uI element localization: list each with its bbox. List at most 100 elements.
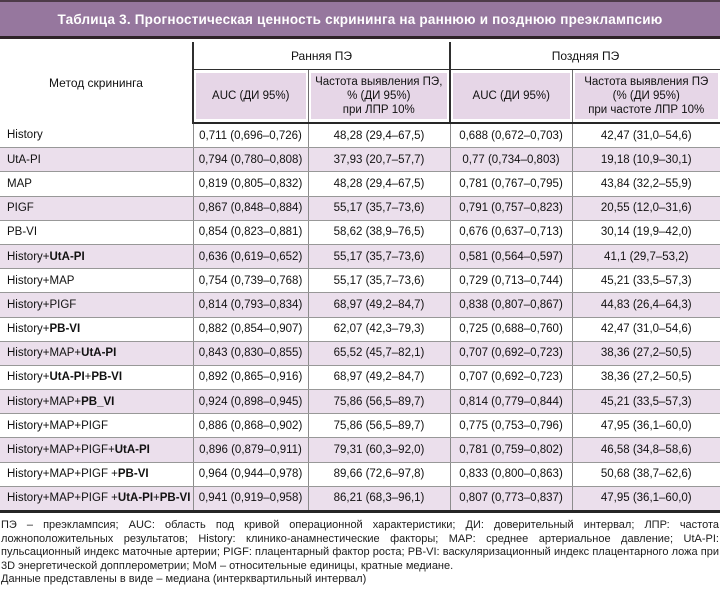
value-cell: 45,21 (33,5–57,3) — [571, 268, 720, 294]
value-cell: 48,28 (29,4–67,5) — [307, 123, 450, 149]
value-cell: 30,14 (19,9–42,0) — [571, 220, 720, 245]
value-cell: 0,886 (0,868–0,902) — [192, 413, 308, 439]
value-cell: 0,814 (0,793–0,834) — [192, 292, 308, 318]
value-cell: 62,07 (42,3–79,3) — [307, 317, 450, 342]
method-cell: PIGF — [0, 196, 193, 221]
value-cell: 0,688 (0,672–0,703) — [449, 123, 572, 149]
method-cell: PB-VI — [0, 220, 193, 245]
method-cell: History+MAP+PIGF+UtA-PI — [0, 437, 193, 463]
value-cell: 20,55 (12,0–31,6) — [571, 196, 720, 221]
value-cell: 0,676 (0,637–0,713) — [449, 220, 572, 245]
value-cell: 75,86 (56,5–89,7) — [307, 389, 450, 415]
value-cell: 0,924 (0,898–0,945) — [192, 389, 308, 415]
value-cell: 0,781 (0,767–0,795) — [449, 171, 572, 197]
value-cell: 0,711 (0,696–0,726) — [192, 123, 308, 149]
column-group-early-pe: Ранняя ПЭ — [193, 42, 450, 70]
value-cell: 0,775 (0,753–0,796) — [449, 413, 572, 439]
value-cell: 0,794 (0,780–0,808) — [192, 147, 308, 173]
table-row: History+MAP+UtA-PI 0,843 (0,830–0,855) 65,… — [0, 341, 720, 366]
footnote-abbreviations: ПЭ – преэклампсия; AUC: область под крив… — [1, 519, 719, 572]
table-row: History+UtA-PI 0,636 (0,619–0,652) 55,17 (… — [0, 244, 720, 270]
table-row: History+MAP+PIGF +PB-VI 0,964 (0,944–0,97… — [0, 462, 720, 487]
column-header-detection-early-cell: Частота выявления ПЭ, % (ДИ 95%) при ЛПР… — [307, 69, 450, 124]
table-row: History+PB-VI 0,882 (0,854–0,907) 62,07 (4… — [0, 317, 720, 342]
value-cell: 0,754 (0,739–0,768) — [192, 268, 308, 294]
value-cell: 0,941 (0,919–0,958) — [192, 486, 308, 514]
value-cell: 0,729 (0,713–0,744) — [449, 268, 572, 294]
value-cell: 42,47 (31,0–54,6) — [571, 123, 720, 149]
method-cell: UtA-PI — [0, 147, 193, 173]
table-title: Таблица 3. Прогностическая ценность скри… — [57, 11, 663, 27]
header-row-subcolumns: AUC (ДИ 95%) Частота выявления ПЭ, % (ДИ… — [0, 69, 720, 124]
value-cell: 0,819 (0,805–0,832) — [192, 171, 308, 197]
value-cell: 37,93 (20,7–57,7) — [307, 147, 450, 173]
table-row: PB-VI 0,854 (0,823–0,881) 58,62 (38,9–76,5… — [0, 220, 720, 245]
column-header-auc-late-cell: AUC (ДИ 95%) — [449, 69, 572, 124]
value-cell: 0,854 (0,823–0,881) — [192, 220, 308, 245]
value-cell: 58,62 (38,9–76,5) — [307, 220, 450, 245]
value-cell: 0,725 (0,688–0,760) — [449, 317, 572, 342]
value-cell: 55,17 (35,7–73,6) — [307, 196, 450, 221]
table-row: History+PIGF 0,814 (0,793–0,834) 68,97 (49… — [0, 292, 720, 318]
value-cell: 44,83 (26,4–64,3) — [571, 292, 720, 318]
value-cell: 43,84 (32,2–55,9) — [571, 171, 720, 197]
value-cell: 42,47 (31,0–54,6) — [571, 317, 720, 342]
value-cell: 46,58 (34,8–58,6) — [571, 437, 720, 463]
footnote-data-format: Данные представлены в виде – медиана (ин… — [1, 573, 367, 586]
value-cell: 0,838 (0,807–0,867) — [449, 292, 572, 318]
value-cell: 89,66 (72,6–97,8) — [307, 462, 450, 487]
value-cell: 0,707 (0,692–0,723) — [449, 341, 572, 366]
table-row: PIGF 0,867 (0,848–0,884) 55,17 (35,7–73,6)… — [0, 196, 720, 221]
value-cell: 0,892 (0,865–0,916) — [192, 365, 308, 391]
table-row: MAP 0,819 (0,805–0,832) 48,28 (29,4–67,5) 0… — [0, 171, 720, 197]
column-header-detection-early: Частота выявления ПЭ, % (ДИ 95%) при ЛПР… — [310, 73, 447, 119]
column-header-method: Метод скрининга — [0, 42, 194, 123]
table-row: History+MAP 0,754 (0,739–0,768) 55,17 (35,… — [0, 268, 720, 294]
table-row: History+MAP+PIGF 0,886 (0,868–0,902) 75,86… — [0, 413, 720, 439]
value-cell: 48,28 (29,4–67,5) — [307, 171, 450, 197]
value-cell: 41,1 (29,7–53,2) — [571, 244, 720, 270]
header-row-groups: Метод скрининга Ранняя ПЭ Поздняя ПЭ — [0, 42, 720, 123]
value-cell: 0,781 (0,759–0,802) — [449, 437, 572, 463]
column-header-auc-late: AUC (ДИ 95%) — [453, 73, 570, 119]
method-cell: History+MAP+PIGF — [0, 413, 193, 439]
method-cell: History+PB-VI — [0, 317, 193, 342]
value-cell: 0,833 (0,800–0,863) — [449, 462, 572, 487]
footnotes: ПЭ – преэклампсия; AUC: область под крив… — [0, 519, 720, 587]
value-cell: 0,843 (0,830–0,855) — [192, 341, 308, 366]
value-cell: 47,95 (36,1–60,0) — [571, 413, 720, 439]
value-cell: 0,896 (0,879–0,911) — [192, 437, 308, 463]
value-cell: 0,964 (0,944–0,978) — [192, 462, 308, 487]
value-cell: 79,31 (60,3–92,0) — [307, 437, 450, 463]
method-cell: History — [0, 123, 193, 149]
column-header-detection-late: Частота выявления ПЭ (% (ДИ 95%) при час… — [574, 73, 718, 119]
column-header-detection-late-cell: Частота выявления ПЭ (% (ДИ 95%) при час… — [571, 69, 720, 124]
method-cell: History+PIGF — [0, 292, 193, 318]
method-cell: History+MAP+PIGF +UtA-PI+PB-VI — [0, 486, 193, 514]
screening-table: Метод скрининга Ранняя ПЭ Поздняя ПЭ AUC… — [0, 42, 720, 514]
table-title-bar: Таблица 3. Прогностическая ценность скри… — [0, 0, 720, 39]
method-cell: History+UtA-PI — [0, 244, 193, 270]
method-cell: MAP — [0, 171, 193, 197]
table-row: History+UtA-PI+PB-VI 0,892 (0,865–0,916) 6… — [0, 365, 720, 391]
method-cell: History+MAP — [0, 268, 193, 294]
value-cell: 0,581 (0,564–0,597) — [449, 244, 572, 270]
value-cell: 68,97 (49,2–84,7) — [307, 365, 450, 391]
value-cell: 45,21 (33,5–57,3) — [571, 389, 720, 415]
value-cell: 0,814 (0,779–0,844) — [449, 389, 572, 415]
value-cell: 38,36 (27,2–50,5) — [571, 365, 720, 391]
value-cell: 50,68 (38,7–62,6) — [571, 462, 720, 487]
table-row: UtA-PI 0,794 (0,780–0,808) 37,93 (20,7–57,… — [0, 147, 720, 173]
value-cell: 0,707 (0,692–0,723) — [449, 365, 572, 391]
value-cell: 0,77 (0,734–0,803) — [449, 147, 572, 173]
value-cell: 19,18 (10,9–30,1) — [571, 147, 720, 173]
table-row: History+MAP+PIGF+UtA-PI 0,896 (0,879–0,91… — [0, 437, 720, 463]
value-cell: 0,807 (0,773–0,837) — [449, 486, 572, 514]
table-row: History 0,711 (0,696–0,726) 48,28 (29,4–67… — [0, 123, 720, 149]
method-cell: History+UtA-PI+PB-VI — [0, 365, 193, 391]
method-cell: History+MAP+PIGF +PB-VI — [0, 462, 193, 487]
table-body: History 0,711 (0,696–0,726) 48,28 (29,4–67… — [0, 123, 720, 514]
value-cell: 0,867 (0,848–0,884) — [192, 196, 308, 221]
value-cell: 65,52 (45,7–82,1) — [307, 341, 450, 366]
